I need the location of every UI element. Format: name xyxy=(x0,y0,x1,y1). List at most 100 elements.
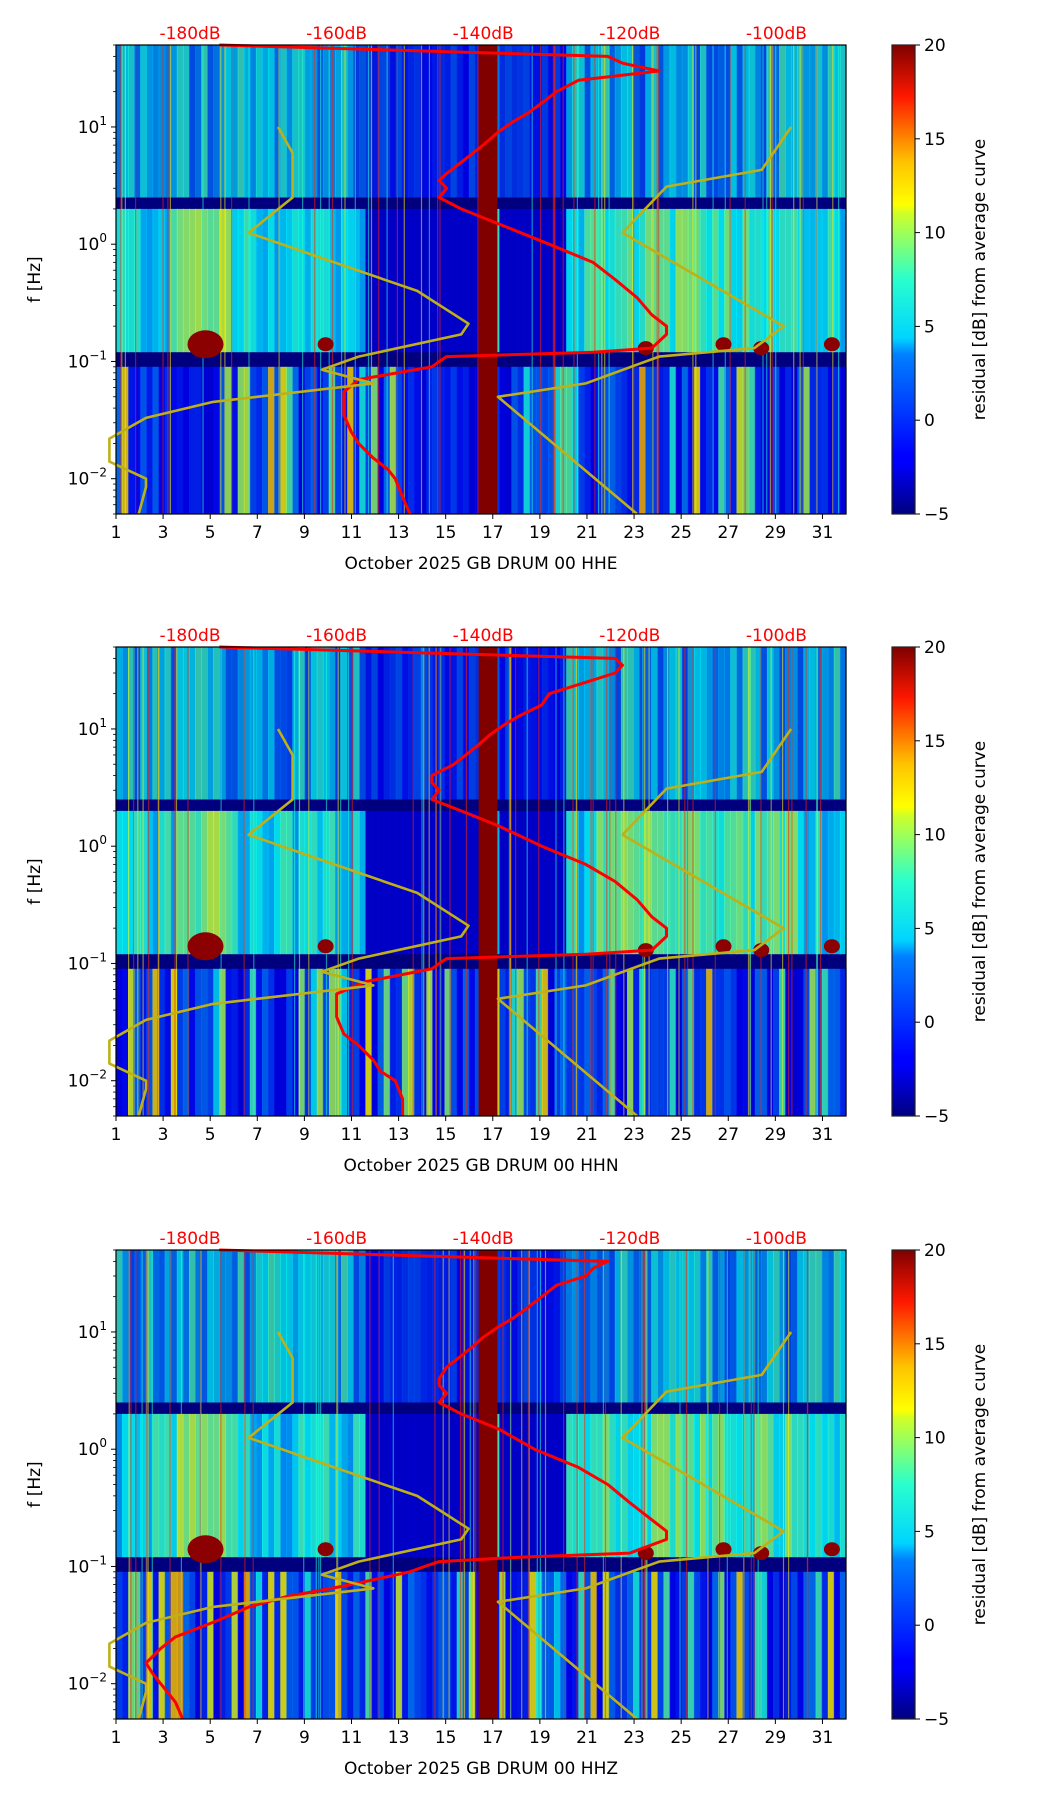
spectrogram-cell xyxy=(414,647,421,800)
spectrogram-cell xyxy=(189,1413,196,1558)
spectrogram-cell xyxy=(225,366,233,514)
spectrogram-cell xyxy=(675,45,683,198)
spectrogram-cell xyxy=(760,968,768,1116)
spectrogram-streak xyxy=(793,45,795,514)
spectrogram-cell xyxy=(359,968,366,1116)
spectrogram-cell xyxy=(505,366,512,514)
spectrogram-cell xyxy=(633,647,640,800)
spectrogram-cell xyxy=(785,45,792,198)
spectrogram-cell xyxy=(225,1571,233,1719)
spectrogram-cell xyxy=(365,968,373,1116)
spectrogram-cell xyxy=(651,968,658,1116)
spectrogram-cell xyxy=(140,1571,147,1719)
spectrogram-cell xyxy=(517,45,525,198)
spectrogram-cell xyxy=(231,1250,239,1403)
spectrogram-cell xyxy=(608,968,616,1116)
spectrogram-image xyxy=(116,647,847,1116)
spectrogram-cell xyxy=(298,1413,306,1558)
spectrogram-cell xyxy=(779,208,786,353)
spectrogram-cell xyxy=(754,208,762,353)
spectrogram-cell xyxy=(122,810,129,955)
spectrogram-cell xyxy=(748,1413,756,1558)
spectrogram-cell xyxy=(517,810,525,955)
spectrogram-cell xyxy=(815,647,823,800)
spectrogram-streak xyxy=(684,647,686,1116)
spectrogram-cell xyxy=(700,968,707,1116)
spectrogram-cell xyxy=(225,1413,233,1558)
spectrogram-cell xyxy=(219,366,227,514)
spectrogram-cell xyxy=(195,647,202,800)
spectrogram-cell xyxy=(189,647,196,800)
spectrogram-streak xyxy=(231,45,233,514)
spectrogram-cell xyxy=(170,1571,178,1719)
spectrogram-cell xyxy=(207,1413,214,1558)
spectrogram-cell xyxy=(706,810,713,955)
storm-hotspot xyxy=(187,330,224,359)
spectrogram-cell xyxy=(176,208,184,353)
spectrogram-cell xyxy=(596,366,604,514)
spectrogram-streak xyxy=(303,1250,305,1719)
spectrogram-streak xyxy=(608,45,610,514)
spectrogram-cell xyxy=(669,1250,677,1403)
y-tick-label: 100 xyxy=(78,833,107,857)
spectrogram-cell xyxy=(176,1250,184,1403)
spectrogram-cell xyxy=(821,1571,829,1719)
spectrogram-cell xyxy=(803,1413,811,1558)
spectrogram-streak xyxy=(151,1250,153,1719)
x-tick-label: 9 xyxy=(299,1728,310,1748)
spectrogram-cell xyxy=(541,810,549,955)
spectrogram-cell xyxy=(408,208,415,353)
spectrogram-cell xyxy=(541,45,549,198)
x-tick-label: 29 xyxy=(765,1125,787,1145)
colorbar-ticks: 20 15 10 5 0 −5 xyxy=(915,36,949,525)
spectrogram-cell xyxy=(359,810,366,955)
spectrogram-cell xyxy=(292,1413,300,1558)
spectrogram-cell xyxy=(505,1571,512,1719)
mean-psd-curve xyxy=(219,43,668,515)
spectrogram-cell xyxy=(201,810,208,955)
x-axis-label: October 2025 GB DRUM 00 HHE xyxy=(344,554,617,574)
spectrogram-cell xyxy=(730,968,738,1116)
spectrogram-cell xyxy=(535,1413,543,1558)
spectrogram-cell xyxy=(803,45,811,198)
spectrogram-streak xyxy=(449,647,451,1116)
spectrogram-cell xyxy=(554,968,561,1116)
spectrogram-cell xyxy=(231,810,239,955)
top-db-axis: -180dB -160dB -140dB -120dB -100dB xyxy=(159,24,806,44)
colorbar-tick-label: −5 xyxy=(924,1710,949,1730)
spectrogram-image xyxy=(116,45,847,514)
top-db-label: -100dB xyxy=(746,1229,807,1249)
colorbar: 20 15 10 5 0 −5 residual [dB] from average cu… xyxy=(891,1241,990,1730)
spectrogram-cell xyxy=(821,1413,829,1558)
data-gap-band xyxy=(478,647,498,1116)
spectrogram-cell xyxy=(164,1413,172,1558)
spectrogram-streak xyxy=(799,45,801,514)
spectrogram-cell xyxy=(432,366,439,514)
spectrogram-cell xyxy=(566,366,573,514)
x-tick-label: 17 xyxy=(482,1728,504,1748)
spectrogram-streak xyxy=(473,1250,475,1719)
spectrogram-cell xyxy=(122,647,129,800)
spectrogram-cell xyxy=(797,968,804,1116)
spectrogram-cell xyxy=(663,45,671,198)
spectrogram-streak xyxy=(576,1250,578,1719)
spectrogram-cell xyxy=(773,45,780,198)
spectrogram-cell xyxy=(693,208,701,353)
colorbar-label: residual [dB] from average curve xyxy=(970,139,990,420)
x-tick-label: 29 xyxy=(765,1728,787,1748)
spectrogram-cell xyxy=(371,810,379,955)
spectrogram-cell xyxy=(395,208,403,353)
x-tick-label: 15 xyxy=(435,523,457,543)
spectrogram-cell xyxy=(207,810,214,955)
x-tick-label: 21 xyxy=(576,523,598,543)
spectrogram-cell xyxy=(803,968,811,1116)
spectrogram-streak xyxy=(298,647,301,1116)
spectrogram-cell xyxy=(201,1250,208,1403)
top-db-label: -160dB xyxy=(306,24,367,44)
spectrogram-cell xyxy=(456,647,464,800)
spectrogram-cell xyxy=(773,810,780,955)
storm-hotspot xyxy=(715,939,732,954)
spectrogram-cell xyxy=(803,647,811,800)
colorbar-tick-label: 20 xyxy=(924,36,946,56)
spectrogram-cell xyxy=(122,968,129,1116)
